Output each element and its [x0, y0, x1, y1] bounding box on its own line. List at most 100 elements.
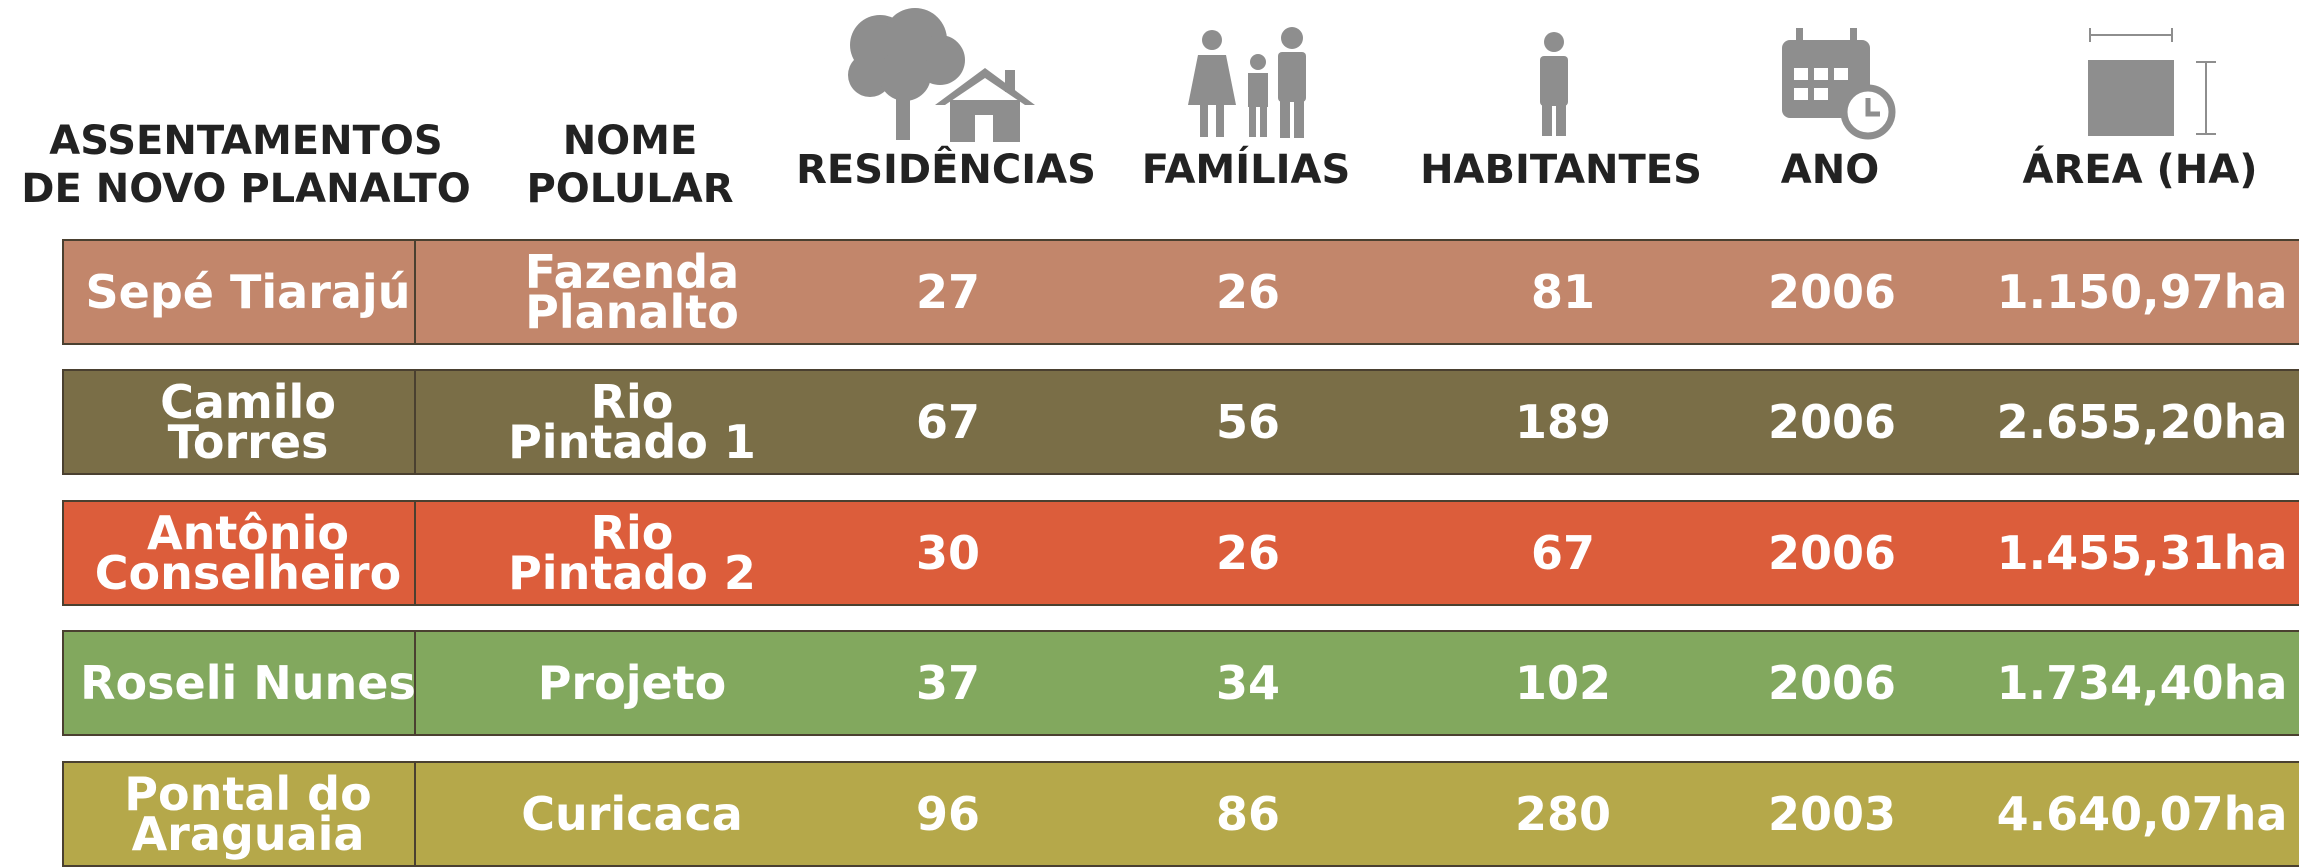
table-cell: Camilo Torres	[48, 371, 448, 473]
header-line: POLULAR	[526, 166, 734, 212]
table-cell: 4.640,07ha	[1992, 763, 2292, 865]
table-cell: 96	[798, 763, 1098, 865]
table-cell: Sepé Tiarajú	[48, 241, 448, 343]
cell-line: Camilo	[160, 375, 336, 429]
cell-line: Pontal do	[124, 767, 372, 821]
person-icon	[1540, 32, 1568, 136]
table-cell: Antônio Conselheiro	[48, 502, 448, 604]
tree-house-icon	[848, 8, 1035, 142]
table-row: Camilo Torres Rio Pintado 1 67 56 189 2006 2.655…	[62, 369, 2299, 475]
area-icon	[2088, 28, 2216, 136]
cell-line: Fazenda	[524, 245, 740, 299]
cell-line: Pintado 2	[508, 546, 756, 600]
cell-line: Rio	[590, 375, 674, 429]
column-header: FAMÍLIAS	[1096, 140, 1396, 200]
table-cell: 2006	[1712, 502, 1952, 604]
cell-line: Rio	[590, 506, 674, 560]
table-cell: 102	[1413, 632, 1713, 734]
header-line: ANO	[1780, 147, 1880, 193]
table-cell: 26	[1098, 502, 1398, 604]
header-line: NOME	[562, 118, 698, 164]
cell-line: Torres	[167, 415, 329, 469]
cell-line: 34	[1215, 656, 1280, 710]
column-header: ÁREA (HA)	[1990, 140, 2290, 200]
table-row: Roseli Nunes Projeto 37 34 102 2006 1.734,40ha	[62, 630, 2299, 736]
column-header: HABITANTES	[1411, 140, 1711, 200]
table-cell: 34	[1098, 632, 1398, 734]
table-cell: 1.455,31ha	[1992, 502, 2292, 604]
cell-line: 81	[1530, 265, 1595, 319]
cell-line: Pintado 1	[508, 415, 756, 469]
cell-line: 30	[915, 526, 980, 580]
cell-line: 67	[915, 395, 980, 449]
cell-line: 4.640,07ha	[1996, 787, 2288, 841]
header-line: ASSENTAMENTOS	[49, 118, 443, 164]
header-line: RESIDÊNCIAS	[796, 147, 1096, 193]
cell-line: 2006	[1767, 526, 1897, 580]
cell-line: 102	[1514, 656, 1612, 710]
cell-line: 1.734,40ha	[1996, 656, 2288, 710]
table-row: Pontal do Araguaia Curicaca 96 86 280 2003 4.64…	[62, 761, 2299, 867]
table-cell: 56	[1098, 371, 1398, 473]
name-cell-border	[64, 763, 416, 865]
header-line: ÁREA (HA)	[2022, 147, 2258, 193]
name-cell-border	[64, 632, 416, 734]
cell-line: Planalto	[525, 285, 739, 339]
table-cell: Projeto	[467, 632, 797, 734]
name-cell-border	[64, 371, 416, 473]
table-row: Antônio Conselheiro Rio Pintado 2 30 26 67 2006…	[62, 500, 2299, 606]
table-cell: Curicaca	[467, 763, 797, 865]
column-header: ANO	[1710, 140, 1950, 200]
cell-line: 26	[1215, 265, 1280, 319]
cell-line: 1.455,31ha	[1996, 526, 2288, 580]
table-cell: 1.150,97ha	[1992, 241, 2292, 343]
cell-line: Araguaia	[131, 807, 365, 861]
table-cell: 280	[1413, 763, 1713, 865]
table-cell: Pontal do Araguaia	[48, 763, 448, 865]
column-header: ASSENTAMENTOS DE NOVO PLANALTO	[21, 115, 470, 215]
table-cell: 67	[1413, 502, 1713, 604]
cell-line: 2003	[1767, 787, 1897, 841]
cell-line: Projeto	[537, 656, 727, 710]
table-cell: Fazenda Planalto	[467, 241, 797, 343]
table-cell: 189	[1413, 371, 1713, 473]
table-cell: 1.734,40ha	[1992, 632, 2292, 734]
cell-line: 86	[1215, 787, 1280, 841]
cell-line: 1.150,97ha	[1996, 265, 2288, 319]
table-cell: 2006	[1712, 632, 1952, 734]
name-cell-border	[64, 502, 416, 604]
table-row: Sepé Tiarajú Fazenda Planalto 27 26 81 2006 1.1…	[62, 239, 2299, 345]
header-line: FAMÍLIAS	[1141, 147, 1351, 193]
table-cell: Rio Pintado 1	[467, 371, 797, 473]
cell-line: 189	[1514, 395, 1612, 449]
header-line: DE NOVO PLANALTO	[21, 166, 471, 212]
cell-line: Conselheiro	[94, 546, 402, 600]
table-cell: 26	[1098, 241, 1398, 343]
cell-line: 56	[1215, 395, 1280, 449]
table-cell: 2006	[1712, 241, 1952, 343]
cell-line: 2.655,20ha	[1996, 395, 2288, 449]
table-cell: 27	[798, 241, 1098, 343]
cell-line: Roseli Nunes	[80, 656, 416, 710]
icons	[848, 8, 2216, 142]
cell-line: 27	[915, 265, 980, 319]
cell-line: 2006	[1767, 265, 1897, 319]
table-cell: 67	[798, 371, 1098, 473]
table-cell: 81	[1413, 241, 1713, 343]
cell-line: Antônio	[146, 506, 350, 560]
cell-line: 2006	[1767, 656, 1897, 710]
cell-line: 96	[915, 787, 980, 841]
column-header: NOME POLULAR	[465, 115, 795, 215]
family-icon	[1188, 27, 1306, 138]
table-cell: 2003	[1712, 763, 1952, 865]
cell-line: Sepé Tiarajú	[85, 265, 411, 319]
table-cell: Roseli Nunes	[48, 632, 448, 734]
name-cell-border	[64, 241, 416, 343]
cell-line: 2006	[1767, 395, 1897, 449]
calendar-icon	[1782, 28, 1896, 140]
cell-line: 37	[915, 656, 980, 710]
cell-line: 280	[1514, 787, 1612, 841]
table-cell: 2.655,20ha	[1992, 371, 2292, 473]
table-cell: 2006	[1712, 371, 1952, 473]
